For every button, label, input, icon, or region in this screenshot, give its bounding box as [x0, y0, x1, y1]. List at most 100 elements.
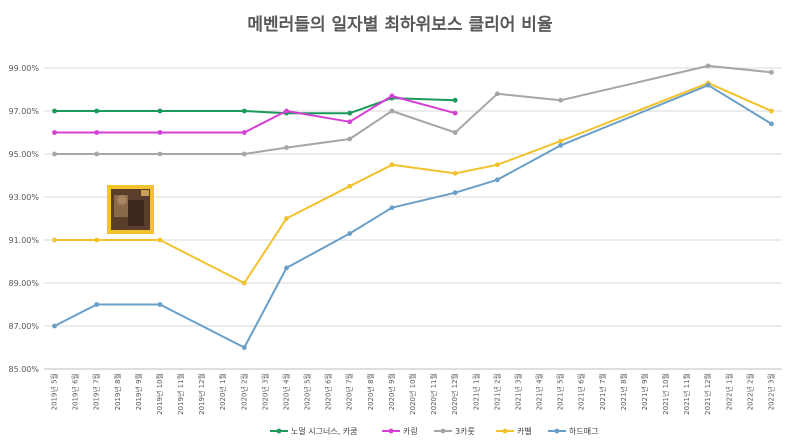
data-point — [284, 108, 289, 114]
series-lines — [52, 63, 774, 350]
data-point — [241, 280, 247, 286]
series-line — [54, 95, 456, 134]
y-tick-label: 89.00% — [8, 279, 39, 288]
data-point — [558, 97, 563, 103]
x-tick-label: 2020년 5월 — [303, 373, 312, 410]
x-tick-label: 2021년 10월 — [661, 373, 670, 415]
boss-portrait-icon — [107, 185, 154, 234]
data-point — [347, 110, 353, 116]
data-point — [241, 345, 247, 350]
data-point — [284, 145, 289, 150]
x-tick-label: 2020년 8월 — [366, 373, 375, 410]
x-tick-label: 2021년 11월 — [682, 373, 691, 415]
data-point — [705, 82, 711, 88]
data-point — [347, 183, 353, 189]
y-axis-tick-labels: 85.00% 87.00% 89.00% 91.00% 93.00% 95.00% 97.0… — [8, 64, 39, 374]
series-line — [54, 82, 772, 284]
x-tick-label: 2021년 1월 — [471, 373, 480, 410]
series-group — [52, 63, 774, 157]
data-point — [52, 151, 57, 157]
y-tick-label: 87.00% — [8, 322, 39, 331]
data-point — [94, 237, 100, 243]
x-tick-label: 2022년 2월 — [745, 373, 754, 410]
x-tick-label: 2021년 3월 — [513, 373, 522, 410]
chart-title: 메벤러들의 일자별 최하위보스 클리어 비율 — [247, 15, 553, 35]
data-point — [157, 151, 163, 157]
x-tick-label: 2022년 3월 — [766, 373, 775, 410]
legend-item: 3카룻 — [434, 427, 475, 436]
x-tick-label: 2021년 2월 — [492, 373, 501, 410]
data-point — [157, 302, 163, 307]
x-tick-label: 2019년 11월 — [176, 373, 185, 415]
data-point — [452, 130, 458, 135]
x-tick-label: 2021년 12월 — [703, 373, 712, 415]
data-point — [347, 231, 353, 236]
x-tick-label: 2019년 8월 — [113, 373, 122, 410]
data-point — [494, 91, 500, 97]
x-tick-label: 2019년 12월 — [197, 373, 206, 415]
y-tick-label: 99.00% — [8, 64, 39, 73]
data-point — [94, 302, 100, 307]
y-tick-label: 97.00% — [8, 107, 39, 116]
x-tick-label: 2020년 4월 — [281, 373, 290, 410]
x-tick-label: 2021년 9월 — [640, 373, 649, 410]
data-point — [769, 69, 774, 75]
x-tick-label: 2020년 10월 — [408, 373, 417, 415]
series-group — [52, 82, 774, 350]
legend-label: 3카룻 — [455, 427, 475, 436]
data-point — [389, 93, 395, 99]
legend-marker — [388, 428, 394, 434]
x-tick-label: 2021년 8월 — [619, 373, 628, 410]
x-tick-label: 2019년 9월 — [134, 373, 143, 410]
y-tick-label: 95.00% — [8, 150, 39, 159]
legend-item: 하드매그 — [548, 426, 598, 436]
data-point — [157, 237, 163, 243]
data-point — [347, 136, 353, 142]
y-tick-label: 91.00% — [8, 236, 39, 245]
data-point — [389, 162, 395, 168]
data-point — [452, 97, 458, 103]
legend-item: 카링 — [382, 426, 418, 436]
y-tick-label: 93.00% — [8, 193, 39, 202]
x-axis-tick-labels: 2019년 5월 2019년 6월 2019년 7월 2019년 8월 2019년 9월… — [50, 373, 776, 415]
data-point — [241, 130, 247, 135]
legend-item: 카벨 — [496, 426, 532, 436]
x-tick-label: 2020년 11월 — [429, 373, 438, 415]
legend-label: 하드매그 — [569, 426, 598, 436]
data-point — [284, 265, 289, 271]
series-line — [54, 84, 773, 349]
x-tick-label: 2021년 6월 — [577, 373, 586, 410]
x-tick-label: 2021년 5월 — [556, 373, 565, 410]
data-point — [52, 108, 57, 114]
data-point — [241, 108, 247, 114]
legend: 노멀 시그너스, 카쿰 카링 3카룻 카벨 하드매그 — [270, 426, 598, 436]
x-tick-label: 2020년 9월 — [387, 373, 396, 410]
data-point — [52, 323, 57, 329]
data-point — [705, 63, 711, 69]
data-point — [52, 237, 57, 243]
data-point — [769, 108, 774, 114]
x-tick-label: 2020년 3월 — [260, 373, 269, 410]
series-group — [52, 93, 458, 135]
data-point — [558, 143, 563, 148]
data-point — [94, 130, 100, 135]
x-tick-label: 2020년 7월 — [345, 373, 354, 410]
data-point — [284, 216, 289, 221]
data-point — [769, 121, 774, 127]
legend-label: 노멀 시그너스, 카쿰 — [291, 426, 358, 436]
data-point — [389, 108, 395, 114]
x-tick-label: 2021년 4월 — [535, 373, 544, 410]
x-tick-label: 2021년 7월 — [598, 373, 607, 410]
x-tick-label: 2019년 10월 — [155, 373, 164, 415]
data-point — [494, 177, 500, 183]
data-point — [157, 108, 163, 114]
data-point — [347, 119, 353, 125]
gridlines — [44, 67, 782, 370]
data-point — [389, 205, 395, 211]
data-point — [94, 108, 100, 114]
legend-marker — [440, 428, 446, 434]
data-point — [452, 170, 458, 176]
data-point — [494, 162, 500, 168]
data-point — [452, 110, 458, 116]
x-tick-label: 2020년 1월 — [218, 373, 227, 410]
